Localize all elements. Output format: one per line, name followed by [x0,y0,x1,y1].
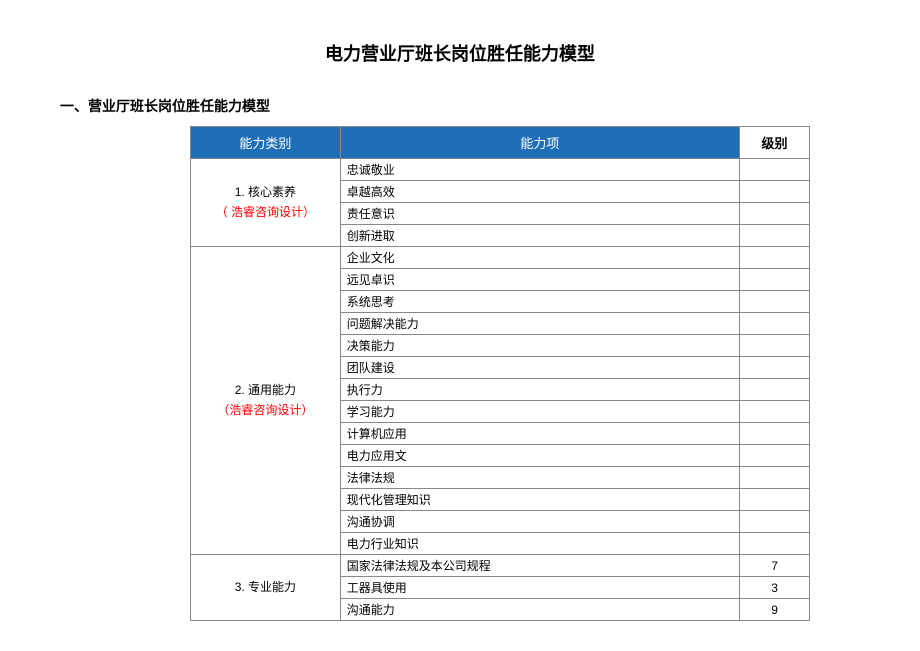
level-cell: 3 [740,577,810,599]
item-cell: 法律法规 [340,467,739,489]
level-cell [740,379,810,401]
level-cell [740,203,810,225]
item-cell: 计算机应用 [340,423,739,445]
item-cell: 企业文化 [340,247,739,269]
level-cell [740,313,810,335]
item-cell: 国家法律法规及本公司规程 [340,555,739,577]
item-cell: 系统思考 [340,291,739,313]
level-cell [740,159,810,181]
level-cell [740,401,810,423]
level-cell [740,489,810,511]
level-cell: 7 [740,555,810,577]
page-title: 电力营业厅班长岗位胜任能力模型 [60,40,860,66]
section-title: 一、营业厅班长岗位胜任能力模型 [60,96,860,116]
level-cell [740,225,810,247]
header-level: 级别 [740,127,810,159]
item-cell: 执行力 [340,379,739,401]
category-note: （浩睿咨询设计） [197,401,334,420]
table-row: 2. 通用能力（浩睿咨询设计）企业文化 [191,247,810,269]
table-row: 3. 专业能力国家法律法规及本公司规程7 [191,555,810,577]
category-name: 1. 核心素养 [197,183,334,202]
category-note: （ 浩睿咨询设计） [197,203,334,222]
header-category: 能力类别 [191,127,341,159]
level-cell [740,181,810,203]
category-cell: 3. 专业能力 [191,555,341,621]
level-cell [740,291,810,313]
table-body: 1. 核心素养（ 浩睿咨询设计）忠诚敬业卓越高效责任意识创新进取2. 通用能力（… [191,159,810,621]
item-cell: 沟通协调 [340,511,739,533]
level-cell [740,357,810,379]
level-cell [740,247,810,269]
item-cell: 沟通能力 [340,599,739,621]
table-row: 1. 核心素养（ 浩睿咨询设计）忠诚敬业 [191,159,810,181]
item-cell: 工器具使用 [340,577,739,599]
header-item: 能力项 [340,127,739,159]
item-cell: 团队建设 [340,357,739,379]
item-cell: 决策能力 [340,335,739,357]
level-cell [740,445,810,467]
item-cell: 远见卓识 [340,269,739,291]
level-cell [740,533,810,555]
category-cell: 1. 核心素养（ 浩睿咨询设计） [191,159,341,247]
level-cell [740,511,810,533]
item-cell: 电力行业知识 [340,533,739,555]
item-cell: 学习能力 [340,401,739,423]
item-cell: 创新进取 [340,225,739,247]
level-cell [740,269,810,291]
level-cell [740,335,810,357]
level-cell [740,423,810,445]
item-cell: 现代化管理知识 [340,489,739,511]
category-cell: 2. 通用能力（浩睿咨询设计） [191,247,341,555]
item-cell: 问题解决能力 [340,313,739,335]
competency-table-wrapper: 能力类别 能力项 级别 1. 核心素养（ 浩睿咨询设计）忠诚敬业卓越高效责任意识… [190,126,810,621]
level-cell: 9 [740,599,810,621]
category-name: 3. 专业能力 [197,578,334,597]
item-cell: 忠诚敬业 [340,159,739,181]
competency-table: 能力类别 能力项 级别 1. 核心素养（ 浩睿咨询设计）忠诚敬业卓越高效责任意识… [190,126,810,621]
category-name: 2. 通用能力 [197,381,334,400]
item-cell: 责任意识 [340,203,739,225]
item-cell: 电力应用文 [340,445,739,467]
table-header-row: 能力类别 能力项 级别 [191,127,810,159]
level-cell [740,467,810,489]
item-cell: 卓越高效 [340,181,739,203]
